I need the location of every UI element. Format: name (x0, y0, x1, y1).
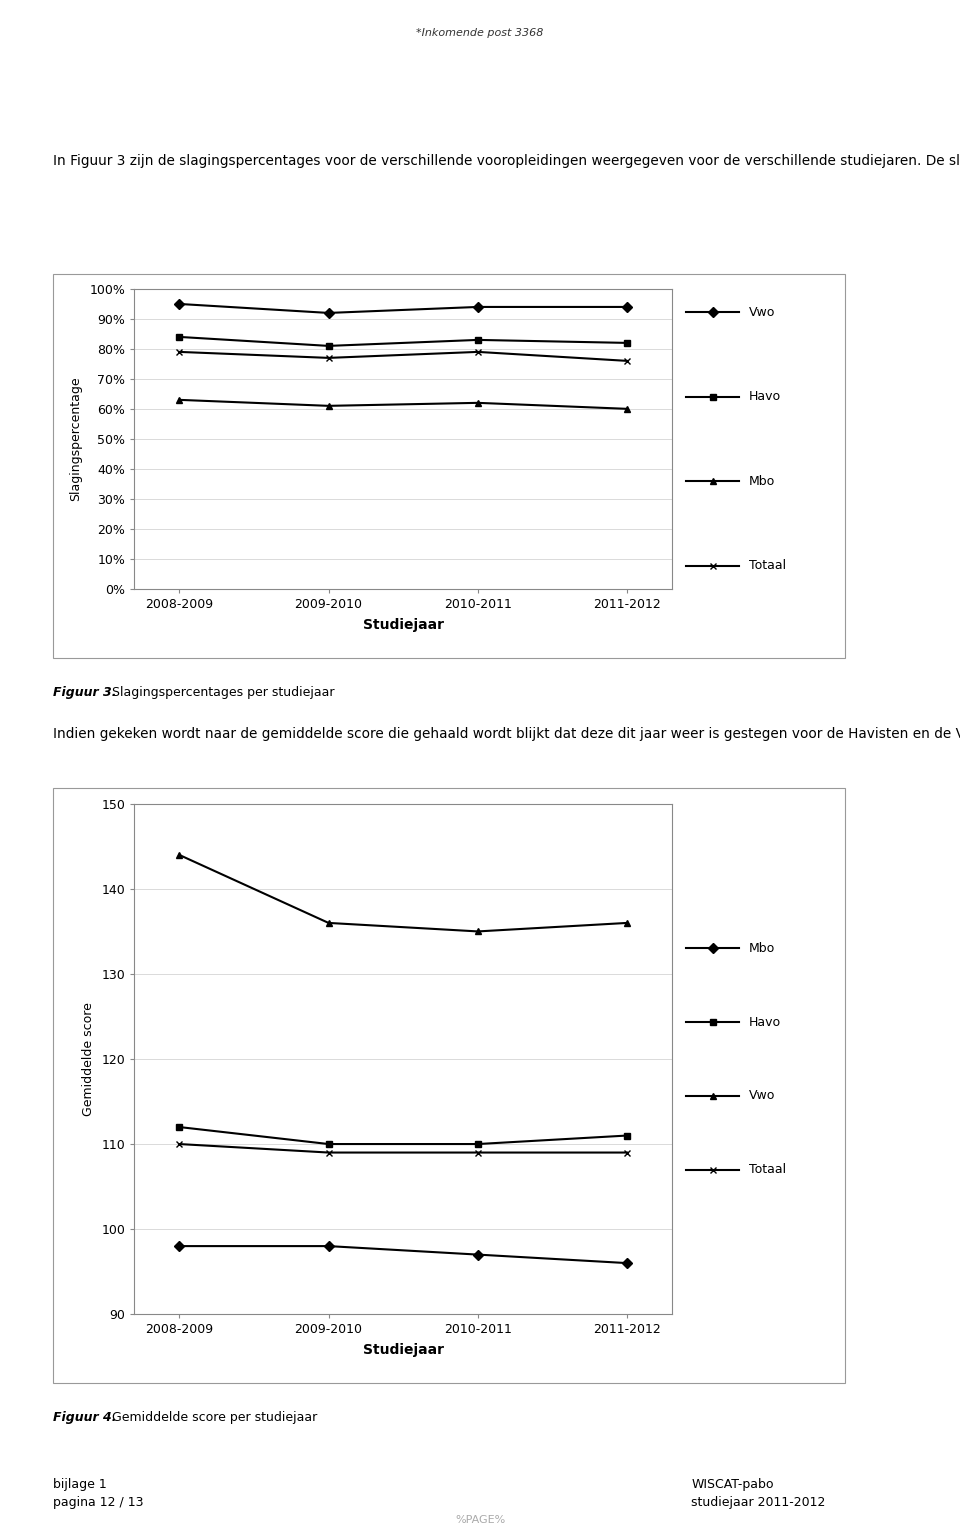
Mbo (174, 1237, 185, 1256)
Havo (472, 1134, 484, 1153)
Text: *Inkomende post 3368: *Inkomende post 3368 (417, 28, 543, 38)
Mbo (621, 400, 633, 418)
X-axis label: Studiejaar: Studiejaar (363, 1343, 444, 1357)
Havo (323, 1134, 334, 1153)
Vwo (174, 845, 185, 864)
Text: studiejaar 2011-2012: studiejaar 2011-2012 (691, 1497, 826, 1509)
Totaal (323, 349, 334, 367)
Line: Mbo: Mbo (176, 397, 631, 412)
Text: In Figuur 3 zijn de slagingspercentages voor de verschillende vooropleidingen we: In Figuur 3 zijn de slagingspercentages … (53, 154, 960, 168)
Text: Mbo: Mbo (749, 942, 775, 954)
Vwo (323, 913, 334, 931)
Text: Havo: Havo (749, 1016, 780, 1028)
Text: Vwo: Vwo (749, 1090, 775, 1102)
Text: Indien gekeken wordt naar de gemiddelde score die gehaald wordt blijkt dat deze : Indien gekeken wordt naar de gemiddelde … (53, 727, 960, 741)
Text: Totaal: Totaal (749, 559, 786, 572)
Text: %PAGE%: %PAGE% (455, 1514, 505, 1525)
Mbo (472, 1245, 484, 1263)
Y-axis label: Gemiddelde score: Gemiddelde score (82, 1002, 94, 1116)
Totaal (174, 1134, 185, 1153)
Mbo (174, 390, 185, 409)
Line: Totaal: Totaal (176, 349, 631, 364)
Mbo (323, 397, 334, 415)
Line: Vwo: Vwo (176, 851, 631, 934)
Text: WISCAT-pabo: WISCAT-pabo (691, 1479, 774, 1491)
Vwo (323, 304, 334, 323)
Havo (621, 334, 633, 352)
Text: Vwo: Vwo (749, 306, 775, 318)
Havo (323, 337, 334, 355)
Totaal (472, 1144, 484, 1162)
Text: bijlage 1: bijlage 1 (53, 1479, 107, 1491)
Vwo (472, 922, 484, 941)
Mbo (621, 1254, 633, 1273)
Mbo (472, 393, 484, 412)
Line: Totaal: Totaal (176, 1140, 631, 1156)
Text: Figuur 3.: Figuur 3. (53, 686, 116, 698)
Vwo (472, 298, 484, 317)
Text: Slagingspercentages per studiejaar: Slagingspercentages per studiejaar (108, 686, 335, 698)
Line: Mbo: Mbo (176, 1242, 631, 1266)
Totaal (472, 343, 484, 361)
Mbo (323, 1237, 334, 1256)
Totaal (621, 352, 633, 370)
Totaal (174, 343, 185, 361)
Havo (472, 330, 484, 349)
Totaal (323, 1144, 334, 1162)
Text: Figuur 4.: Figuur 4. (53, 1411, 116, 1423)
Vwo (621, 298, 633, 317)
Vwo (174, 295, 185, 314)
Vwo (621, 913, 633, 931)
Y-axis label: Slagingspercentage: Slagingspercentage (69, 377, 83, 501)
Text: Totaal: Totaal (749, 1164, 786, 1176)
Text: Havo: Havo (749, 390, 780, 403)
Text: Gemiddelde score per studiejaar: Gemiddelde score per studiejaar (108, 1411, 318, 1423)
Havo (174, 327, 185, 346)
X-axis label: Studiejaar: Studiejaar (363, 618, 444, 632)
Totaal (621, 1144, 633, 1162)
Text: Mbo: Mbo (749, 475, 775, 487)
Havo (174, 1117, 185, 1136)
Text: pagina 12 / 13: pagina 12 / 13 (53, 1497, 143, 1509)
Havo (621, 1127, 633, 1145)
Line: Vwo: Vwo (176, 300, 631, 317)
Line: Havo: Havo (176, 1124, 631, 1148)
Line: Havo: Havo (176, 334, 631, 349)
